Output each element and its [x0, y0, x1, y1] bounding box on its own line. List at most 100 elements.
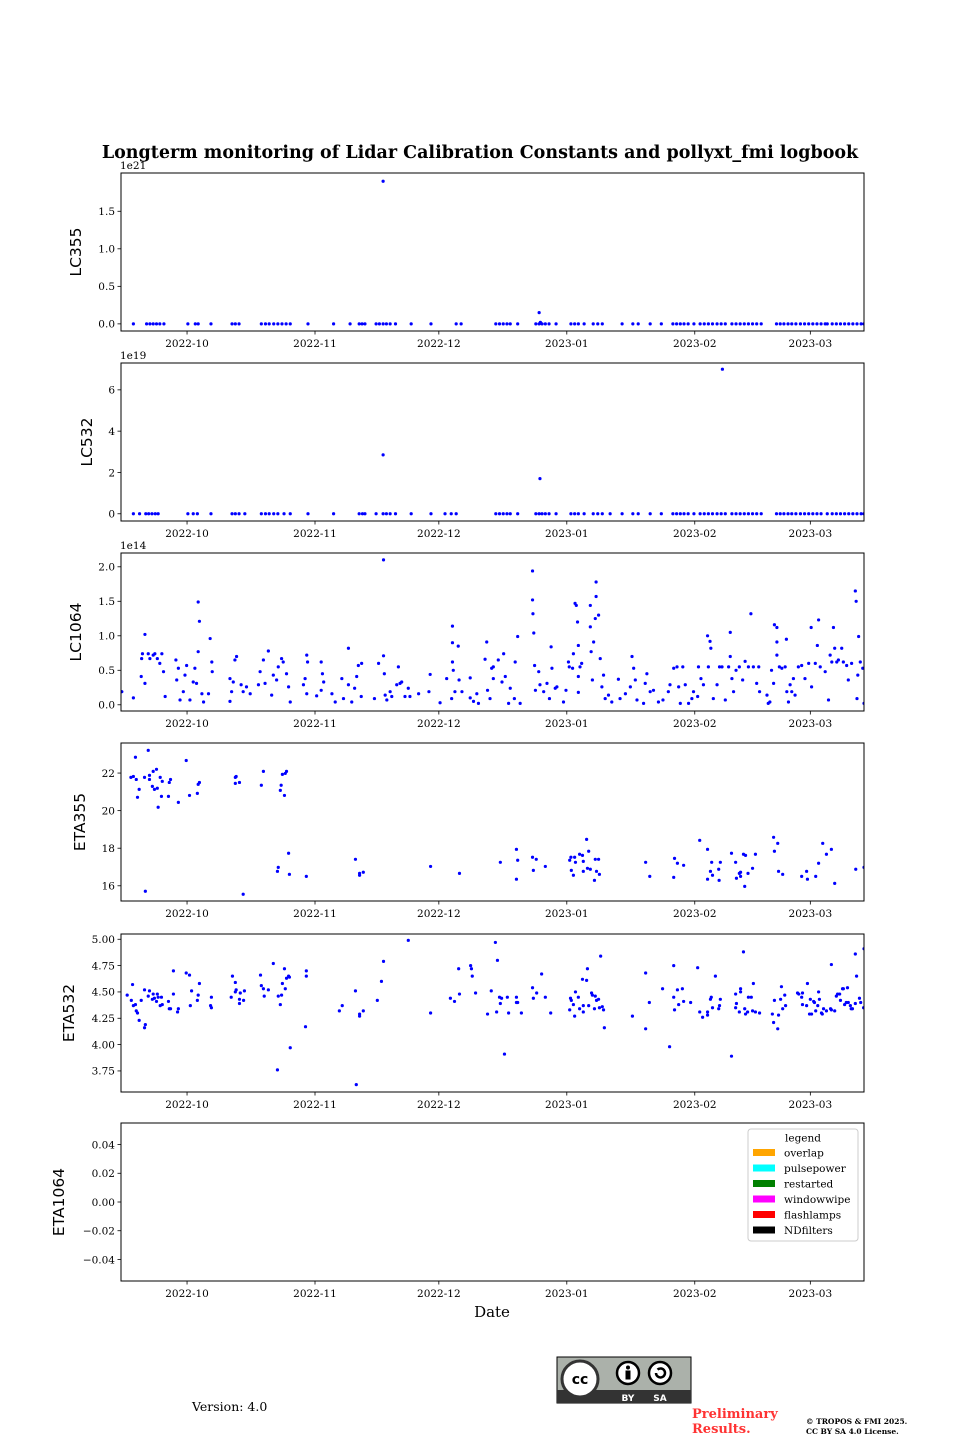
data-point — [158, 661, 162, 665]
data-point — [728, 630, 732, 634]
data-point — [491, 676, 495, 681]
data-point — [826, 698, 831, 702]
data-point — [833, 881, 837, 885]
data-point — [230, 974, 235, 978]
data-point — [233, 658, 237, 662]
data-point — [263, 322, 268, 326]
data-point — [729, 851, 734, 855]
data-point — [698, 322, 702, 326]
data-point — [585, 837, 589, 841]
y-tick-label: 4.50 — [92, 987, 115, 999]
data-points — [121, 558, 864, 706]
data-point — [720, 665, 724, 669]
data-point — [372, 696, 377, 701]
legend-frame — [747, 1128, 859, 1242]
data-point — [645, 672, 649, 676]
data-point — [755, 512, 759, 516]
data-point — [209, 322, 213, 326]
data-point — [143, 681, 147, 686]
data-point — [284, 769, 289, 773]
data-point — [675, 861, 680, 865]
data-point — [710, 860, 714, 864]
data-point — [805, 877, 810, 881]
data-point — [790, 322, 794, 326]
data-point — [730, 676, 734, 681]
data-point — [630, 1014, 635, 1018]
axis-offset-label: 1e14 — [120, 540, 147, 552]
data-point — [715, 683, 719, 687]
data-point — [537, 311, 541, 315]
data-point — [150, 512, 154, 516]
data-point — [513, 660, 517, 664]
data-point — [656, 700, 661, 704]
y-tick-label: 1.5 — [98, 206, 115, 218]
data-point — [230, 512, 234, 516]
data-point — [237, 1001, 242, 1006]
data-point — [705, 634, 710, 638]
data-point — [143, 632, 147, 637]
data-point — [233, 512, 237, 516]
panel-eta532: 2022-10 2022-11 2022-12 2023-01 2023-02 2023-… — [60, 933, 865, 1111]
data-point — [757, 665, 761, 669]
data-point — [765, 693, 769, 697]
data-point — [456, 644, 460, 648]
data-point — [683, 683, 687, 687]
data-point — [772, 623, 777, 627]
data-point — [322, 680, 326, 684]
y-tick-label: 3.75 — [92, 1066, 115, 1078]
data-point — [530, 986, 535, 990]
data-point — [680, 987, 684, 991]
data-point — [508, 322, 512, 326]
data-point — [403, 694, 407, 699]
data-point — [836, 658, 841, 662]
data-point — [186, 322, 190, 326]
data-point — [259, 322, 263, 326]
data-point — [601, 673, 606, 677]
data-point — [263, 512, 268, 516]
y-tick-label: 2.0 — [98, 562, 115, 574]
data-point — [543, 864, 547, 869]
data-point — [381, 453, 385, 457]
data-point — [476, 701, 481, 706]
y-axis-label: LC1064 — [67, 603, 85, 662]
data-point — [830, 660, 834, 664]
data-point — [142, 1026, 147, 1030]
data-point — [266, 988, 270, 992]
data-point — [757, 690, 762, 694]
data-point — [154, 767, 159, 771]
data-point — [502, 652, 506, 656]
data-point — [189, 989, 194, 993]
axes-frame — [120, 362, 865, 522]
data-point — [842, 322, 847, 326]
data-point — [340, 1004, 344, 1008]
data-point — [635, 698, 639, 702]
data-point — [121, 690, 124, 694]
legend: legend overlap pulsepower restarted windoww… — [747, 1128, 859, 1242]
data-point — [506, 1011, 511, 1015]
data-point — [829, 962, 833, 967]
data-point — [233, 980, 237, 985]
data-point — [851, 322, 855, 326]
data-point — [531, 868, 535, 872]
data-point — [381, 959, 386, 963]
data-point — [743, 659, 747, 663]
data-point — [698, 1010, 702, 1014]
data-point — [742, 322, 746, 326]
cc-by-sa-logo: cc BY SA — [556, 1356, 692, 1404]
data-point — [779, 985, 784, 989]
data-point — [816, 990, 821, 994]
data-point — [628, 685, 632, 689]
data-point — [791, 676, 796, 681]
data-point — [534, 512, 538, 516]
data-point — [516, 512, 520, 516]
data-point — [270, 693, 274, 697]
x-tick-label: 2022-12 — [417, 718, 461, 730]
data-point — [593, 857, 597, 861]
x-tick-label: 2023-01 — [545, 908, 589, 920]
data-point — [261, 987, 266, 991]
y-tick-label: 1.0 — [98, 244, 115, 256]
data-point — [797, 992, 801, 996]
x-tick-label: 2023-02 — [673, 718, 717, 730]
data-point — [341, 696, 346, 701]
